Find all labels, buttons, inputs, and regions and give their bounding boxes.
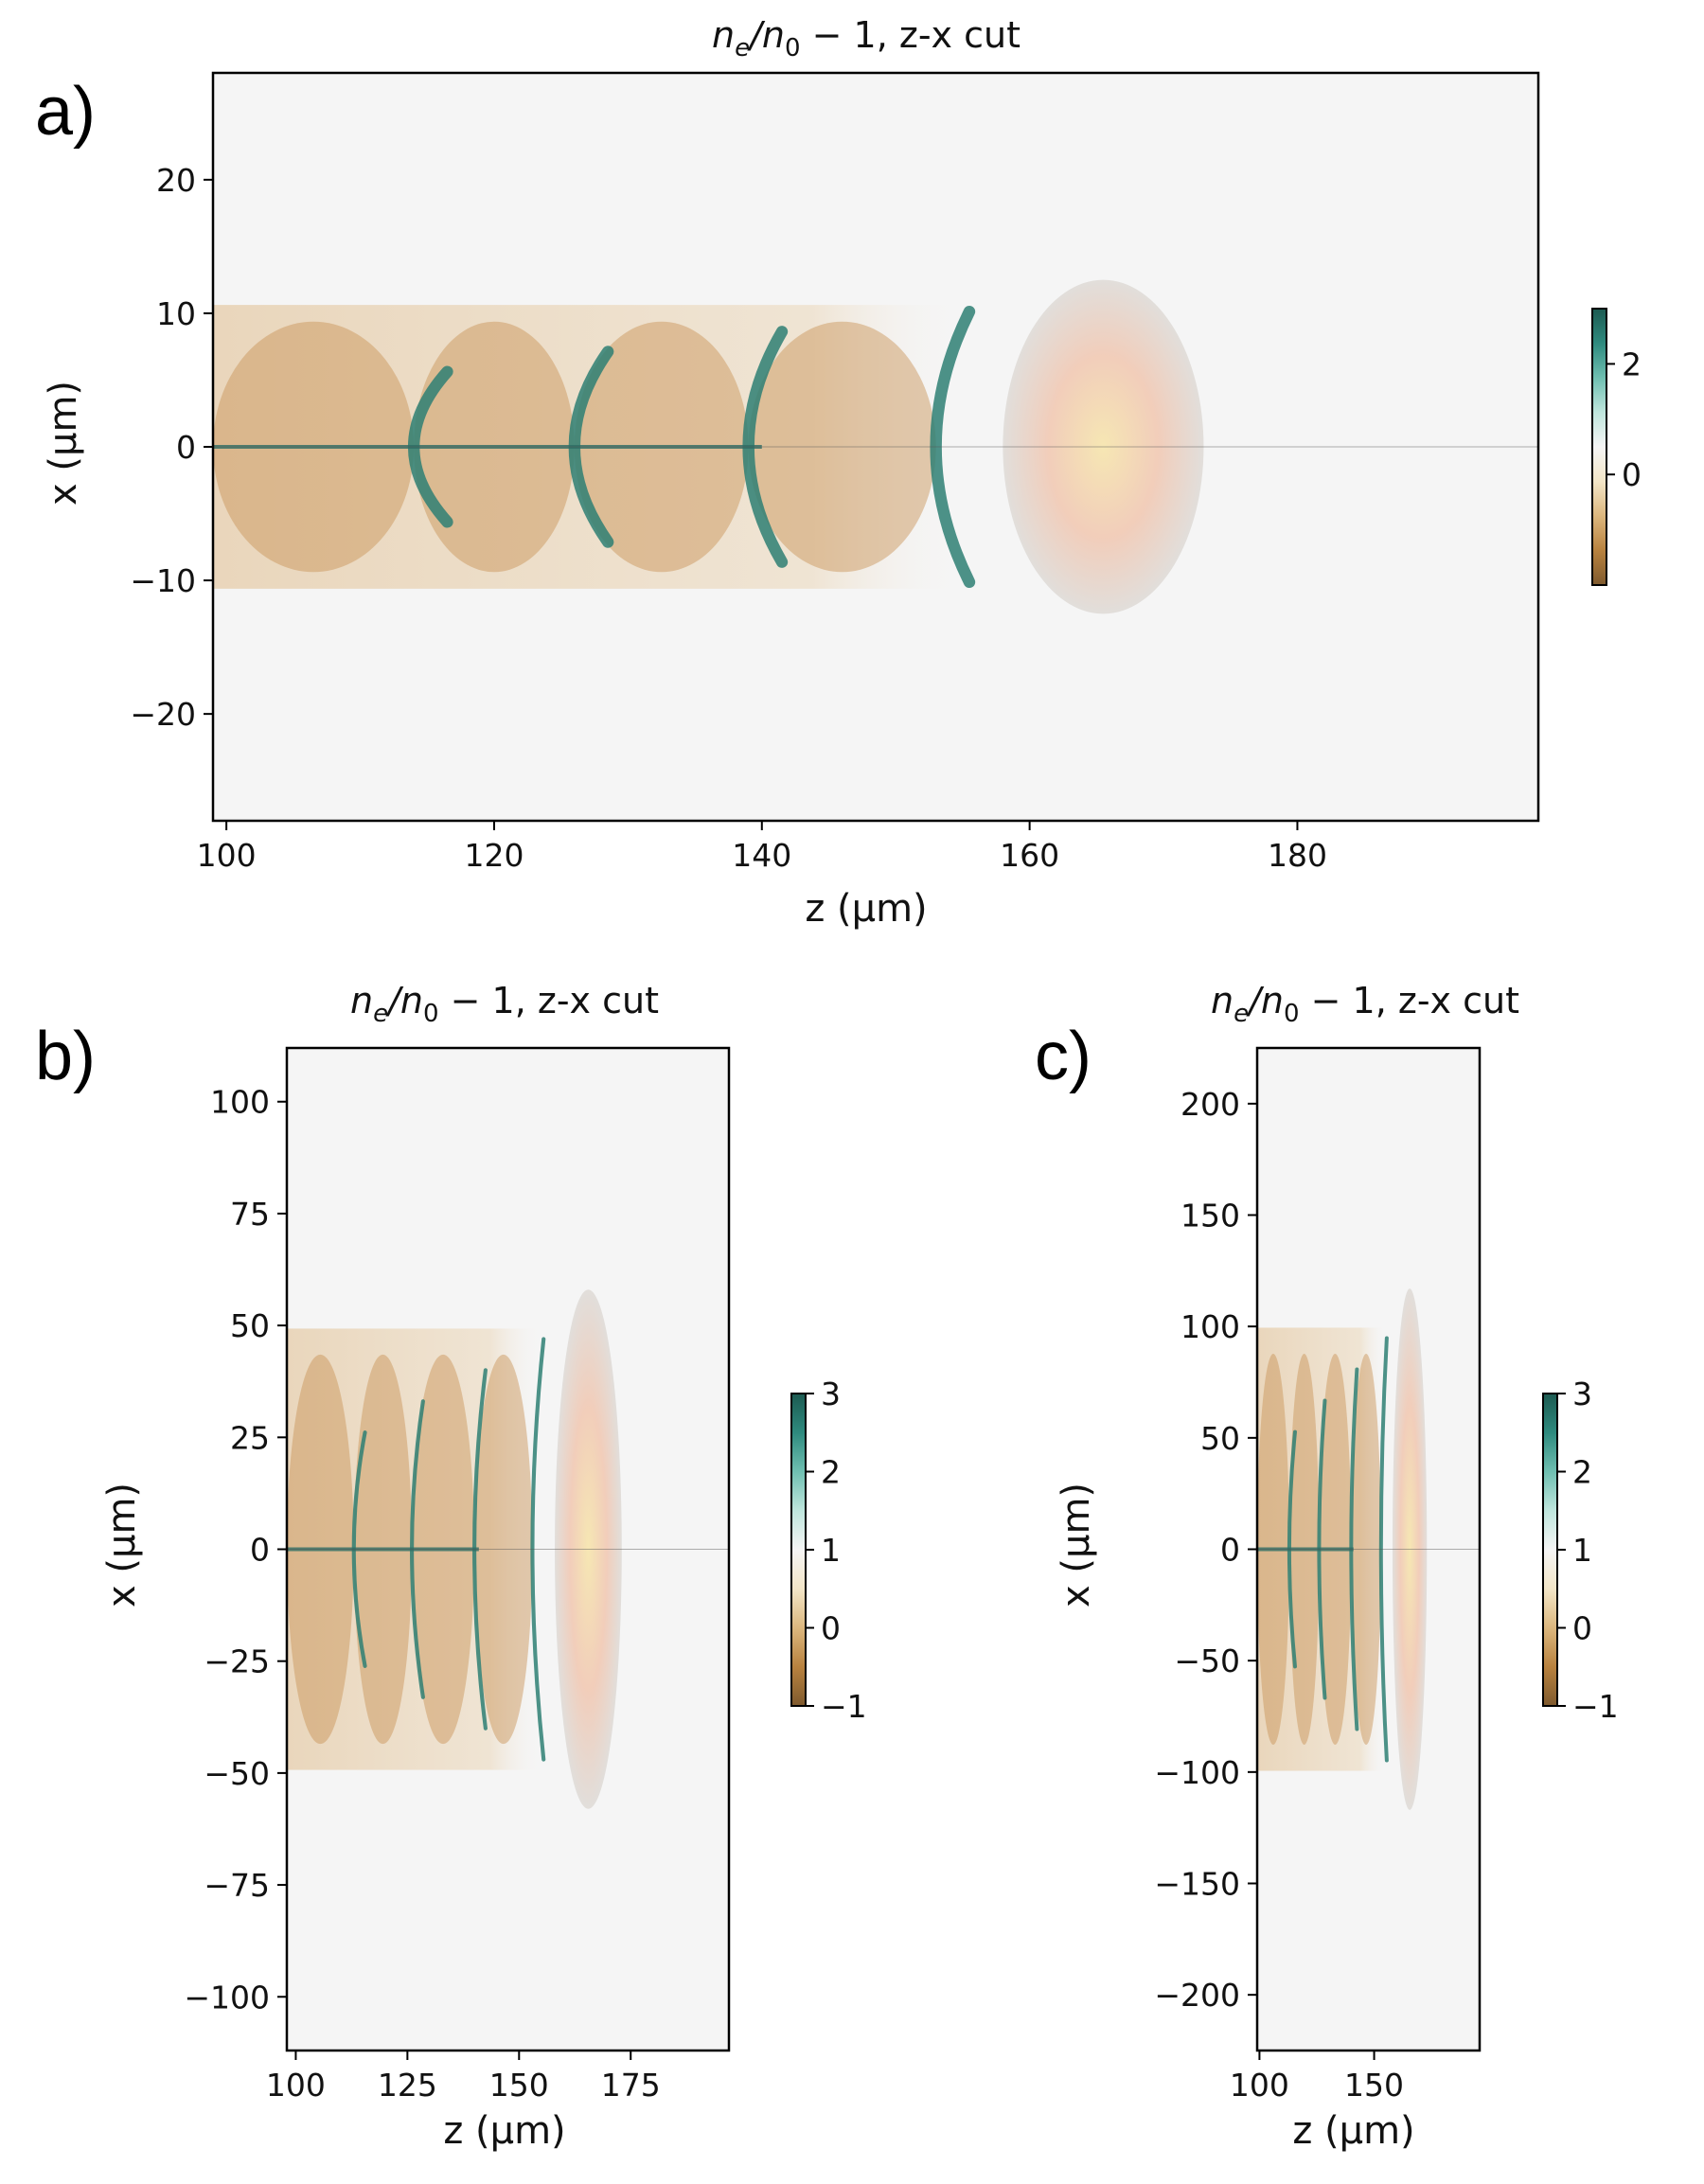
colorbar-tick-label: 1 <box>1572 1532 1592 1569</box>
y-tick-label: 0 <box>250 1532 270 1569</box>
x-tick-label: 125 <box>378 2067 437 2104</box>
panel-b-plot-area: 100 125 150 175 100 75 50 25 0 −25 −50 −75 −100 <box>184 1046 731 2104</box>
y-tick-label: −25 <box>204 1643 270 1680</box>
y-tick-label: −100 <box>184 1979 270 2015</box>
y-tick-label: −50 <box>204 1755 270 1792</box>
colorbar-tick-label: 2 <box>1622 346 1642 382</box>
colorbar-tick-label: 2 <box>1572 1454 1592 1491</box>
panel-c-xlabel: z (μm) <box>1292 2109 1414 2153</box>
y-tick-label: 10 <box>156 295 196 332</box>
y-tick-label: −75 <box>204 1867 270 1904</box>
y-tick-label: 25 <box>230 1419 270 1456</box>
colorbar-tick-label: 2 <box>821 1454 841 1491</box>
y-tick-label: 150 <box>1180 1198 1240 1234</box>
colorbar-tick-label: −1 <box>1572 1688 1619 1725</box>
colorbar <box>1591 308 1607 586</box>
colorbar-tick-label: 3 <box>1572 1376 1592 1412</box>
y-tick-label: −10 <box>130 562 196 599</box>
panel-c: c) ne/n0 − 1, z-x cut 100 150 200 150 100 50 0… <box>1035 980 1619 2153</box>
panel-b-xlabel: z (μm) <box>443 2109 565 2153</box>
panel-c-title: ne/n0 − 1, z-x cut <box>1211 980 1519 1028</box>
y-tick-label: −20 <box>130 696 196 733</box>
colorbar-tick-label: 0 <box>1572 1610 1592 1647</box>
y-tick-label: 200 <box>1180 1086 1240 1123</box>
panel-b-title: ne/n0 − 1, z-x cut <box>350 980 659 1028</box>
colorbar-tick-label: 0 <box>821 1610 841 1647</box>
y-tick-label: −100 <box>1154 1754 1240 1791</box>
x-tick-label: 120 <box>464 837 524 874</box>
x-tick-label: 100 <box>197 837 257 874</box>
x-tick-label: 175 <box>601 2067 661 2104</box>
y-tick-label: 50 <box>1200 1420 1240 1457</box>
x-tick-label: 100 <box>266 2067 326 2104</box>
panel-b-ylabel: x (μm) <box>100 1483 144 1607</box>
panel-label-b: b) <box>35 1019 96 1094</box>
y-tick-label: 20 <box>156 162 196 199</box>
panel-label-a: a) <box>35 74 96 150</box>
y-tick-label: 100 <box>210 1084 270 1121</box>
x-tick-label: 150 <box>1344 2067 1404 2104</box>
x-tick-label: 100 <box>1230 2067 1289 2104</box>
panel-b: b) ne/n0 − 1, z-x cut 100 125 150 175100755… <box>35 980 867 2153</box>
panel-a: a) ne/n0 − 1, z-x cut 100 120 140 160 180201… <box>35 14 1642 931</box>
x-tick-label: 180 <box>1268 837 1327 874</box>
panel-label-c: c) <box>1035 1019 1092 1094</box>
colorbar-tick-label: 1 <box>821 1532 841 1569</box>
colorbar <box>790 1393 807 1707</box>
y-tick-label: 75 <box>230 1196 270 1233</box>
y-tick-label: −200 <box>1154 1977 1240 2014</box>
y-tick-label: 50 <box>230 1307 270 1344</box>
y-tick-label: −50 <box>1174 1642 1240 1679</box>
y-tick-label: 0 <box>176 429 196 466</box>
panel-c-ylabel: x (μm) <box>1055 1483 1098 1607</box>
x-tick-label: 160 <box>1000 837 1059 874</box>
colorbar-tick-label: −1 <box>821 1688 867 1725</box>
y-tick-label: 100 <box>1180 1308 1240 1345</box>
panel-c-plot-area: 100 150 200 150 100 50 0 −50 −100 −150 −200 <box>1154 1046 1482 2104</box>
colorbar-tick-label: 3 <box>821 1376 841 1412</box>
y-tick-label: 0 <box>1220 1532 1240 1569</box>
colorbar <box>1542 1393 1558 1707</box>
x-tick-label: 140 <box>732 837 791 874</box>
y-tick-label: −150 <box>1154 1866 1240 1903</box>
colorbar-tick-label: 0 <box>1622 456 1642 493</box>
panel-a-xlabel: z (μm) <box>805 887 927 931</box>
panel-a-title: ne/n0 − 1, z-x cut <box>712 14 1021 62</box>
x-tick-label: 150 <box>489 2067 549 2104</box>
panel-a-ylabel: x (μm) <box>42 381 85 506</box>
